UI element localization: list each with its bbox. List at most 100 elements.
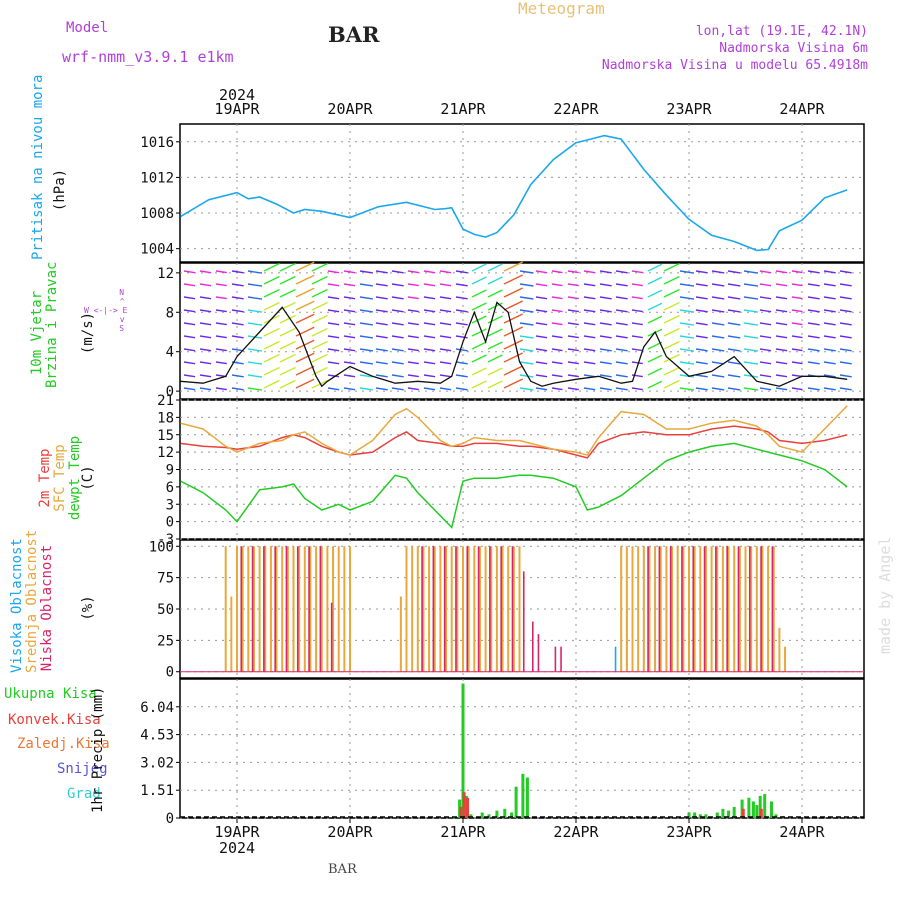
model-name: wrf-nmm_v3.9.1 e1km	[62, 48, 234, 66]
wind-arrow	[823, 348, 836, 352]
wind-arrow	[743, 309, 759, 313]
ytick-label: 15	[157, 428, 174, 444]
wind-arrow	[263, 366, 280, 376]
wind-arrow	[519, 296, 534, 300]
wind-arrow	[599, 387, 612, 391]
wind-arrow	[663, 353, 680, 363]
date-tick-bottom: 23APR	[666, 823, 712, 841]
wind-arrow	[375, 322, 388, 326]
wind-arrow	[279, 379, 296, 389]
wind-arrow	[631, 348, 643, 352]
wind-arrow	[359, 348, 374, 352]
wind-arrow	[615, 361, 628, 365]
wind-arrow	[343, 374, 356, 378]
wind-arrow	[455, 387, 468, 391]
wind-arrow	[615, 283, 628, 287]
wind-arrow	[631, 270, 643, 274]
wind-arrow	[327, 374, 340, 378]
wind-arrow	[183, 270, 196, 274]
wind-arrow	[631, 361, 643, 365]
ytick-label: 50	[157, 602, 174, 618]
wind-arrow	[407, 309, 419, 313]
wind-arrow	[279, 288, 296, 298]
wind-arrow	[743, 387, 759, 391]
wind-arrow	[183, 374, 196, 378]
wind-arrow	[615, 322, 628, 326]
wind-arrow	[791, 387, 803, 391]
wind-arrow	[839, 270, 852, 274]
wind-arrow	[807, 309, 820, 313]
wind-arrow	[295, 365, 315, 376]
dewpoint-line	[180, 442, 848, 529]
wind-arrow	[359, 322, 374, 326]
wind-arrow	[199, 283, 212, 287]
wind-arrow	[231, 335, 244, 339]
wind-arrow	[263, 327, 280, 337]
wind-arrow	[519, 361, 534, 365]
wind-arrow	[695, 296, 708, 300]
wind-arrow	[231, 374, 244, 378]
wind-arrow	[391, 348, 404, 352]
wind-arrow	[759, 335, 772, 339]
wind-arrow	[407, 335, 419, 339]
precip-total-bar	[774, 814, 778, 818]
wind-arrow	[711, 374, 725, 378]
wind-arrow	[471, 263, 487, 272]
wind-arrow	[743, 374, 759, 378]
wind-arrow	[743, 335, 759, 339]
wind-arrow	[343, 361, 356, 365]
wind-arrow	[487, 276, 503, 285]
precip-total-bar	[704, 814, 708, 818]
wind-arrow	[215, 270, 227, 274]
wind-arrow	[519, 309, 534, 313]
wind-arrow	[615, 296, 628, 300]
wind-arrow	[583, 348, 596, 352]
wind-arrow	[663, 288, 680, 298]
wind-arrow	[215, 387, 227, 391]
wind-arrow	[343, 322, 356, 326]
wind-arrow	[791, 296, 803, 300]
wind-arrow	[183, 387, 196, 391]
wind-arrow	[183, 296, 196, 300]
wind-arrow	[327, 387, 340, 391]
wind-arrow	[615, 348, 628, 352]
wind-arrow	[727, 374, 741, 378]
wind-arrow	[775, 296, 788, 300]
wind-arrow	[375, 283, 388, 287]
wind-arrow	[535, 374, 548, 378]
wind-arrow	[327, 309, 340, 313]
precip-total-bar	[732, 806, 736, 818]
wind-arrow	[375, 335, 388, 339]
wind-arrow	[567, 270, 579, 274]
wind-arrow	[215, 361, 227, 365]
wind-arrow	[503, 261, 524, 272]
wind-arrow	[343, 387, 356, 391]
wind-arrow	[375, 348, 388, 352]
wind-arrow	[215, 283, 227, 287]
wind-arrow	[551, 374, 563, 378]
wind-arrow	[455, 283, 468, 287]
wind-arrow	[583, 270, 596, 274]
wind-arrow	[807, 348, 820, 352]
wind-arrow	[583, 335, 596, 339]
wind-arrow	[183, 283, 196, 287]
chart-title: Meteogram	[518, 0, 605, 18]
wind-arrow	[407, 270, 419, 274]
wind-arrow	[535, 387, 548, 391]
wind-arrow	[711, 335, 725, 339]
wind-arrow	[327, 270, 340, 274]
wind-arrow	[679, 335, 695, 339]
wind-arrow	[423, 270, 436, 274]
wind-arrow	[839, 335, 852, 339]
compass-n: N	[119, 288, 125, 297]
wind-arrow	[279, 353, 296, 363]
wind-arrow	[839, 387, 852, 391]
wind-arrow	[519, 387, 534, 391]
wind-arrow	[839, 309, 852, 313]
wind-arrow	[279, 366, 296, 376]
wind-arrow	[455, 374, 468, 378]
wind-arrow	[471, 354, 487, 363]
wind-arrow	[423, 374, 436, 378]
wind-arrow	[615, 270, 628, 274]
wind-arrow	[535, 335, 548, 339]
